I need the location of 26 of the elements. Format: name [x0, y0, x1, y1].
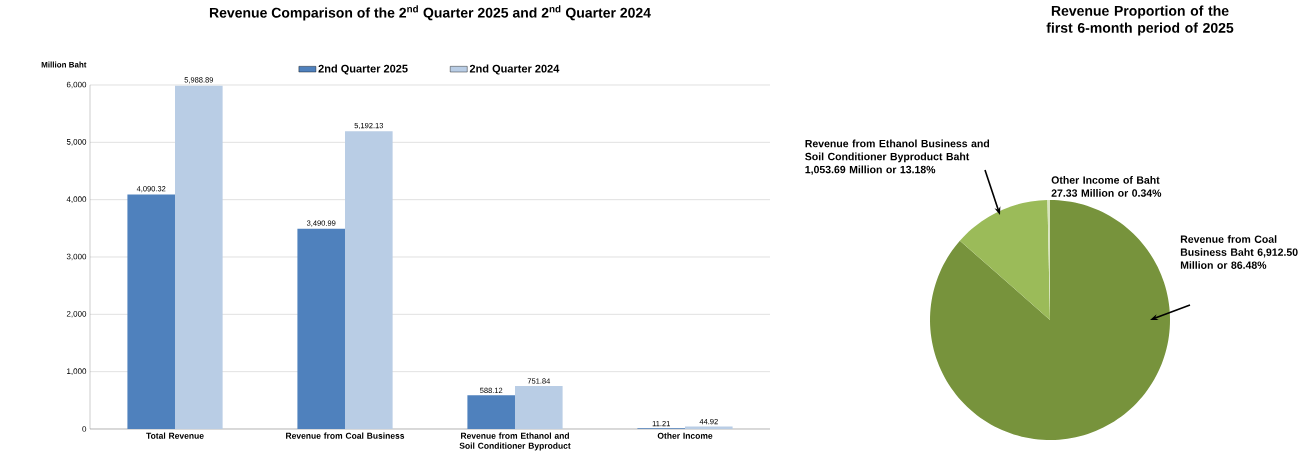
- bar: [127, 194, 176, 429]
- y-tick-label: 3,000: [66, 253, 87, 261]
- y-tick-label: 2,000: [66, 311, 87, 318]
- chart-title: Revenue Proportion of the first 6-month period of 2025: [1046, 5, 1234, 36]
- x-tick-label: Total Revenue: [146, 432, 204, 439]
- chart-title: Revenue Comparison of the 2$^{nd}$ Quarter 2025 and 2$^{nd}$ Quarter 2024: [209, 5, 651, 21]
- x-tick-label: Revenue from Ethanol and Soil Conditioner Byproduct: [459, 432, 571, 451]
- bar: [467, 395, 516, 429]
- x-tick-label: Other Income: [657, 432, 713, 439]
- y-tick-label: 1,000: [67, 368, 87, 375]
- legend-label: 2nd Quarter 2025: [318, 64, 408, 75]
- y-tick-label: 6,000: [66, 81, 87, 89]
- legend-label: 2nd Quarter 2024: [469, 64, 560, 75]
- x-tick-label: Revenue from Coal Business: [286, 432, 405, 439]
- bar: [297, 228, 346, 429]
- slice-label: Revenue from Ethanol Business and Soil Conditioner Byproduct Baht 1,053.69 Million or 13.18%: [805, 139, 990, 175]
- y-axis-title: Million Baht: [41, 61, 87, 68]
- bar: [345, 131, 393, 429]
- slice-label: Other Income of Baht 27.33 Million or 0.34%: [1051, 176, 1162, 197]
- y-tick-label: 4,000: [66, 196, 87, 203]
- y-tick-label: 5,000: [66, 139, 87, 146]
- y-tick-label: 0: [82, 426, 87, 432]
- slice-label: Revenue from Coal Business Baht 6,912.50 Million or 86.48%: [1180, 235, 1298, 269]
- bar: [685, 426, 733, 429]
- bar: [175, 85, 223, 429]
- bar: [515, 385, 563, 429]
